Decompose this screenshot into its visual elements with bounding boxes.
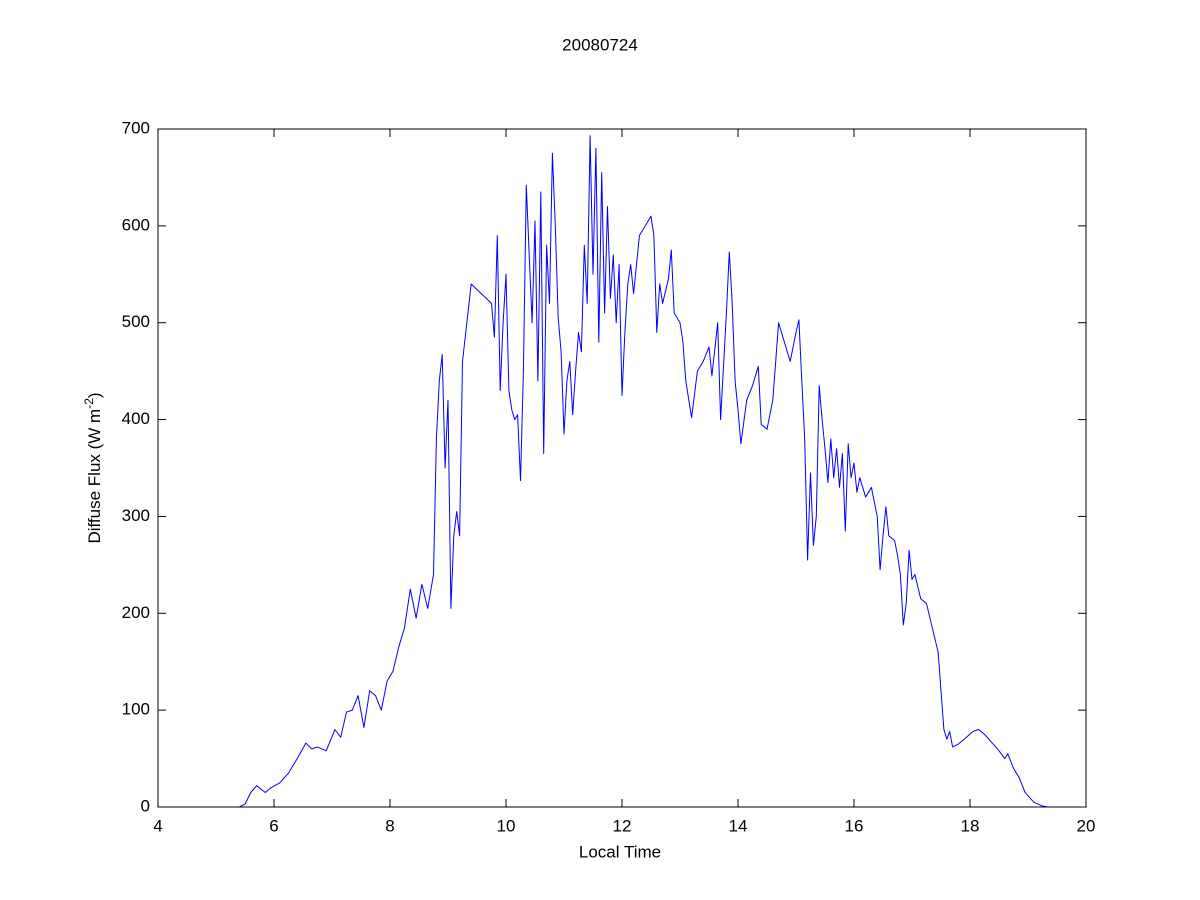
x-tick-label: 14 xyxy=(729,816,748,835)
x-tick-label: 16 xyxy=(845,816,864,835)
y-axis-label: Diffuse Flux (W m-2) xyxy=(82,392,104,543)
x-axis-label: Local Time xyxy=(579,842,661,861)
y-tick-label: 400 xyxy=(122,409,150,428)
x-tick-label: 10 xyxy=(497,816,516,835)
y-axis-label-text: Diffuse Flux (W m xyxy=(85,409,104,544)
y-tick-label: 600 xyxy=(122,215,150,234)
data-line xyxy=(238,135,1049,808)
y-tick-label: 700 xyxy=(122,118,150,137)
y-axis-label-suffix: ) xyxy=(85,392,104,398)
y-tick-label: 300 xyxy=(122,506,150,525)
y-tick-label: 200 xyxy=(122,603,150,622)
x-tick-label: 8 xyxy=(385,816,394,835)
x-tick-label: 18 xyxy=(961,816,980,835)
y-tick-label: 0 xyxy=(141,796,150,815)
y-tick-label: 500 xyxy=(122,312,150,331)
chart-title: 20080724 xyxy=(562,35,638,54)
y-tick-label: 100 xyxy=(122,700,150,719)
x-tick-label: 6 xyxy=(269,816,278,835)
x-tick-label: 4 xyxy=(153,816,162,835)
x-tick-label: 12 xyxy=(613,816,632,835)
x-tick-label: 20 xyxy=(1077,816,1096,835)
y-axis-label-superscript: -2 xyxy=(82,398,96,409)
